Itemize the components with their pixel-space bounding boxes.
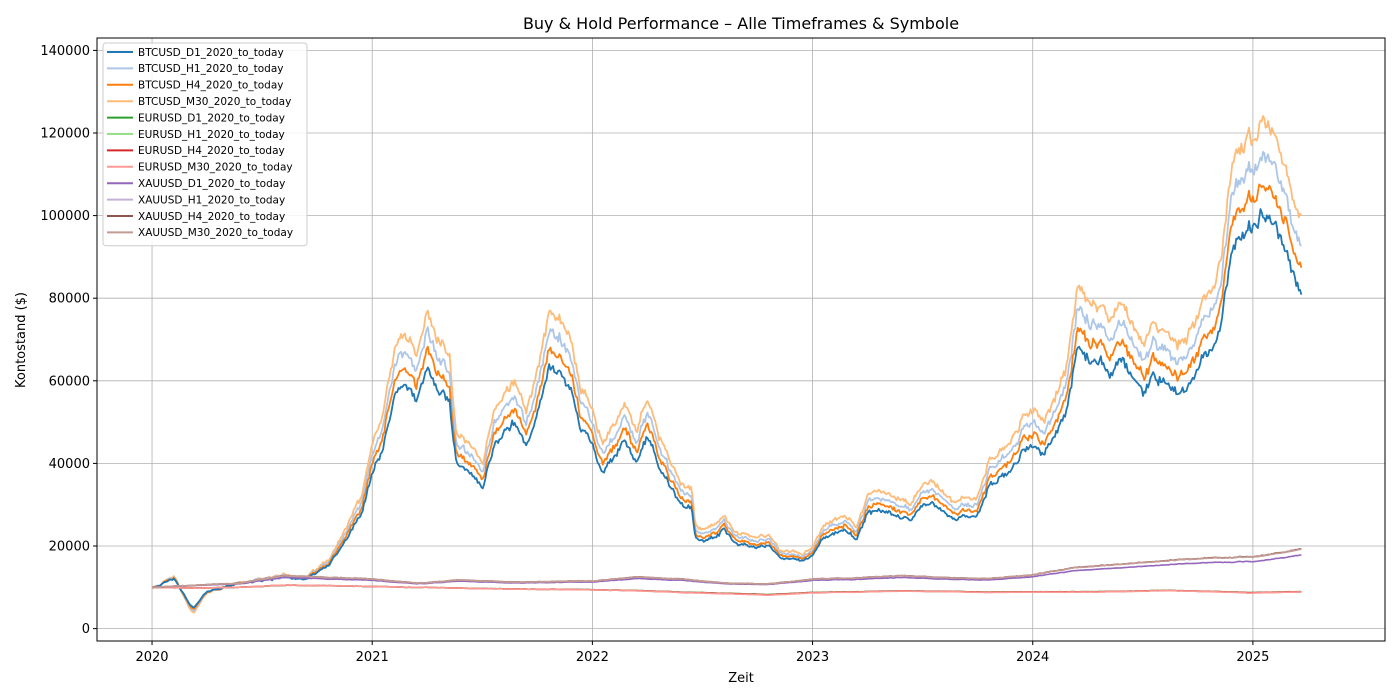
plot-frame [96,37,1386,642]
legend-entry: EURUSD_H1_2020_to_today [138,129,285,141]
legend-entry: XAUUSD_M30_2020_to_today [138,227,293,239]
series-line-eurusd-m30-2020-to-today [152,584,1302,596]
y-tick-label: 40000 [49,457,90,472]
y-tick-label: 60000 [49,374,90,389]
legend-entry: BTCUSD_H1_2020_to_today [138,63,283,75]
y-tick-label: 120000 [40,126,90,141]
series-line-btcusd-d1-2020-to-today [151,208,1303,609]
series-line-btcusd-h4-2020-to-today [151,183,1303,610]
legend-entry: XAUUSD_H1_2020_to_today [138,194,285,206]
y-axis-label: Kontostand ($) [14,292,29,388]
x-ticks: 2020 2021 2022 2023 2024 2025 [135,641,1269,665]
series-line-xauusd-m30-2020-to-today [151,548,1302,589]
x-tick-label: 2025 [1236,650,1269,665]
legend-entry: BTCUSD_M30_2020_to_today [138,96,291,108]
y-tick-label: 140000 [40,44,90,59]
series-line-btcusd-h1-2020-to-today [151,150,1302,612]
legend-entry: EURUSD_D1_2020_to_today [138,112,285,124]
x-tick-label: 2020 [135,650,168,665]
x-axis-label: Zeit [728,671,754,686]
x-tick-label: 2024 [1016,650,1049,665]
legend-entry: EURUSD_H4_2020_to_today [138,145,285,157]
legend: BTCUSD_D1_2020_to_today BTCUSD_H1_2020_to… [102,42,308,247]
legend-entry: XAUUSD_D1_2020_to_today [138,178,285,190]
legend-entry: EURUSD_M30_2020_to_today [138,162,293,174]
y-tick-label: 20000 [49,540,90,555]
x-tick-label: 2023 [796,650,829,665]
y-tick-label: 100000 [40,209,90,224]
legend-entry: BTCUSD_D1_2020_to_today [138,47,284,59]
legend-entry: XAUUSD_H4_2020_to_today [138,211,285,223]
legend-box [102,42,308,247]
series-line-btcusd-m30-2020-to-today [151,115,1303,614]
x-tick-label: 2021 [356,650,389,665]
x-tick-label: 2022 [576,650,609,665]
series-layer [151,115,1303,614]
y-tick-label: 80000 [49,292,90,307]
chart-title: Buy & Hold Performance – Alle Timeframes… [523,14,959,33]
y-tick-label: 0 [82,622,90,637]
grid [97,38,1385,641]
y-ticks: 0 20000 40000 60000 80000 100000 120000 140000 [40,44,97,637]
legend-entry: BTCUSD_H4_2020_to_today [138,80,283,92]
